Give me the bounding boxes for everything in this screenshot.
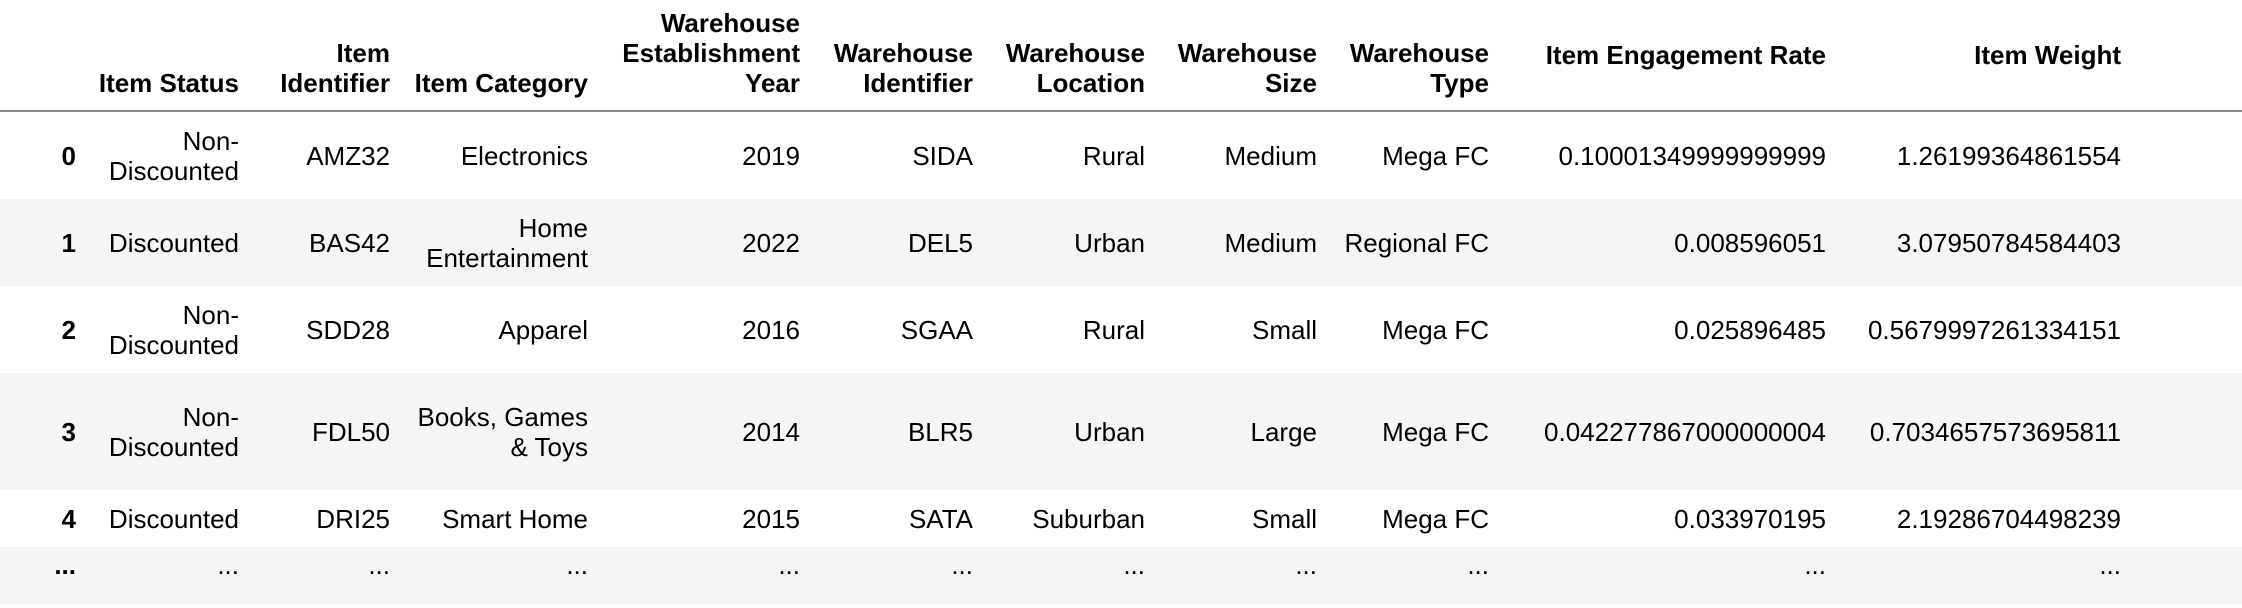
cell-item-weight: ...	[2099, 550, 2121, 580]
cell-item-category: Smart Home	[442, 503, 588, 534]
cell-warehouse-location: Suburban	[1032, 503, 1145, 534]
cell-item-identifier: AMZ32	[306, 140, 390, 171]
cell-item-category: ...	[566, 550, 588, 580]
cell-warehouse-establishment-year: 2022	[742, 227, 800, 258]
cell-warehouse-type: Mega FC	[1382, 314, 1489, 345]
cell-warehouse-size: Small	[1251, 503, 1317, 534]
cell-item-weight: 3.07950784584403	[1896, 227, 2121, 258]
column-header-item-weight: Item Weight	[1974, 40, 2121, 70]
cell-item-identifier: FDL50	[311, 416, 390, 447]
column-header-warehouse-establishment-year: Warehouse Establishment Year	[622, 8, 800, 98]
column-header-item-status: Item Status	[98, 68, 239, 98]
row-index: 3	[61, 416, 76, 447]
cell-warehouse-establishment-year: 2016	[742, 314, 800, 345]
cell-warehouse-location: Urban	[1074, 416, 1145, 447]
cell-item-category: Home Entertainment	[426, 212, 588, 273]
cell-item-status: Discounted	[108, 227, 239, 258]
cell-warehouse-size: Large	[1250, 416, 1318, 447]
cell-item-identifier: SDD28	[306, 314, 390, 345]
cell-item-engagement-rate: 0.042277867000000004	[1544, 416, 1826, 447]
cell-warehouse-identifier: SIDA	[912, 140, 973, 171]
cell-warehouse-size: Medium	[1224, 227, 1317, 258]
row-index: 2	[61, 314, 76, 345]
cell-next-column: 10495	[2135, 111, 2242, 199]
column-header-item-category: Item Category	[414, 68, 588, 98]
cell-item-weight: 1.26199364861554	[1896, 140, 2121, 171]
cell-item-status: Non-Discounted	[108, 401, 239, 462]
cell-warehouse-location: ...	[1123, 550, 1145, 580]
column-header-warehouse-type: Warehouse Type	[1349, 38, 1489, 98]
cell-item-engagement-rate: 0.008596051	[1674, 227, 1826, 258]
cell-item-identifier: BAS42	[309, 227, 390, 258]
cell-item-engagement-rate: 0.025896485	[1674, 314, 1826, 345]
cell-warehouse-identifier: SGAA	[900, 314, 973, 345]
cell-warehouse-identifier: DEL5	[907, 227, 973, 258]
cell-warehouse-size: Medium	[1224, 140, 1317, 171]
cell-item-engagement-rate: 0.10001349999999999	[1558, 140, 1826, 171]
cell-warehouse-type: Regional FC	[1344, 227, 1489, 258]
table-row-ellipsis: ... ... ... ... ... ... ... ... ... ... …	[0, 547, 2242, 604]
row-index: 1	[61, 227, 76, 258]
cell-item-category: Books, Games & Toys	[417, 401, 588, 462]
table-row: 4 Discounted DRI25 Smart Home 2015 SATA …	[0, 490, 2242, 547]
table-row: 0 Non-Discounted AMZ32 Electronics 2019 …	[0, 111, 2242, 199]
column-header-item-engagement-rate: Item Engagement Rate	[1545, 40, 1826, 70]
table-row: 1 Discounted BAS42 Home Entertainment 20…	[0, 199, 2242, 286]
cell-item-engagement-rate: 0.033970195	[1674, 503, 1826, 534]
cell-warehouse-location: Urban	[1074, 227, 1145, 258]
cell-warehouse-type: Mega FC	[1382, 503, 1489, 534]
cell-warehouse-location: Rural	[1082, 140, 1145, 171]
cell-warehouse-type: Mega FC	[1382, 140, 1489, 171]
cell-warehouse-establishment-year: 2019	[742, 140, 800, 171]
cell-warehouse-establishment-year: ...	[778, 550, 800, 580]
cell-next-column: 2380.36	[2135, 490, 2242, 547]
cell-warehouse-type: Mega FC	[1382, 416, 1489, 447]
table-row: 2 Non-Discounted SDD28 Apparel 2016 SGAA…	[0, 286, 2242, 373]
cell-item-status: Non-Discounted	[108, 125, 239, 186]
cell-item-weight: 0.7034657573695811	[1869, 416, 2121, 447]
table-row: 3 Non-Discounted FDL50 Books, Games & To…	[0, 373, 2242, 490]
cell-next-column: 207	[2135, 373, 2242, 490]
cell-warehouse-identifier: ...	[951, 550, 973, 580]
cell-next-column: 2151.1	[2135, 199, 2242, 286]
column-header-warehouse-identifier: Warehouse Identifier	[833, 38, 973, 98]
cell-warehouse-location: Rural	[1082, 314, 1145, 345]
cell-item-weight: 2.19286704498239	[1896, 503, 2121, 534]
row-index: 4	[61, 503, 76, 534]
cell-warehouse-identifier: BLR5	[907, 416, 973, 447]
column-header-warehouse-location: Warehouse Location	[1005, 38, 1145, 98]
column-header-item-identifier: Item Identifier	[280, 38, 390, 98]
cell-item-engagement-rate: ...	[1804, 550, 1826, 580]
cell-warehouse-size: Small	[1251, 314, 1317, 345]
cell-warehouse-type: ...	[1467, 550, 1489, 580]
cell-warehouse-identifier: SATA	[908, 503, 973, 534]
cell-warehouse-size: ...	[1295, 550, 1317, 580]
row-index: 0	[61, 140, 76, 171]
cell-item-category: Apparel	[498, 314, 588, 345]
column-header-next	[2135, 0, 2242, 111]
cell-warehouse-establishment-year: 2015	[742, 503, 800, 534]
cell-item-identifier: ...	[368, 550, 390, 580]
cell-next-column	[2135, 547, 2242, 604]
cell-next-column: 679.49	[2135, 286, 2242, 373]
row-index: ...	[54, 550, 76, 580]
cell-item-weight: 0.5679997261334151	[1867, 314, 2121, 345]
header-row: Item Status Item Identifier Item Categor…	[0, 0, 2242, 111]
cell-item-status: Discounted	[108, 503, 239, 534]
cell-item-identifier: DRI25	[316, 503, 390, 534]
cell-item-status: Non-Discounted	[108, 299, 239, 360]
index-header	[0, 0, 90, 111]
column-header-warehouse-size: Warehouse Size	[1177, 38, 1317, 98]
cell-warehouse-establishment-year: 2014	[742, 416, 800, 447]
cell-item-category: Electronics	[460, 140, 588, 171]
cell-item-status: ...	[217, 550, 239, 580]
